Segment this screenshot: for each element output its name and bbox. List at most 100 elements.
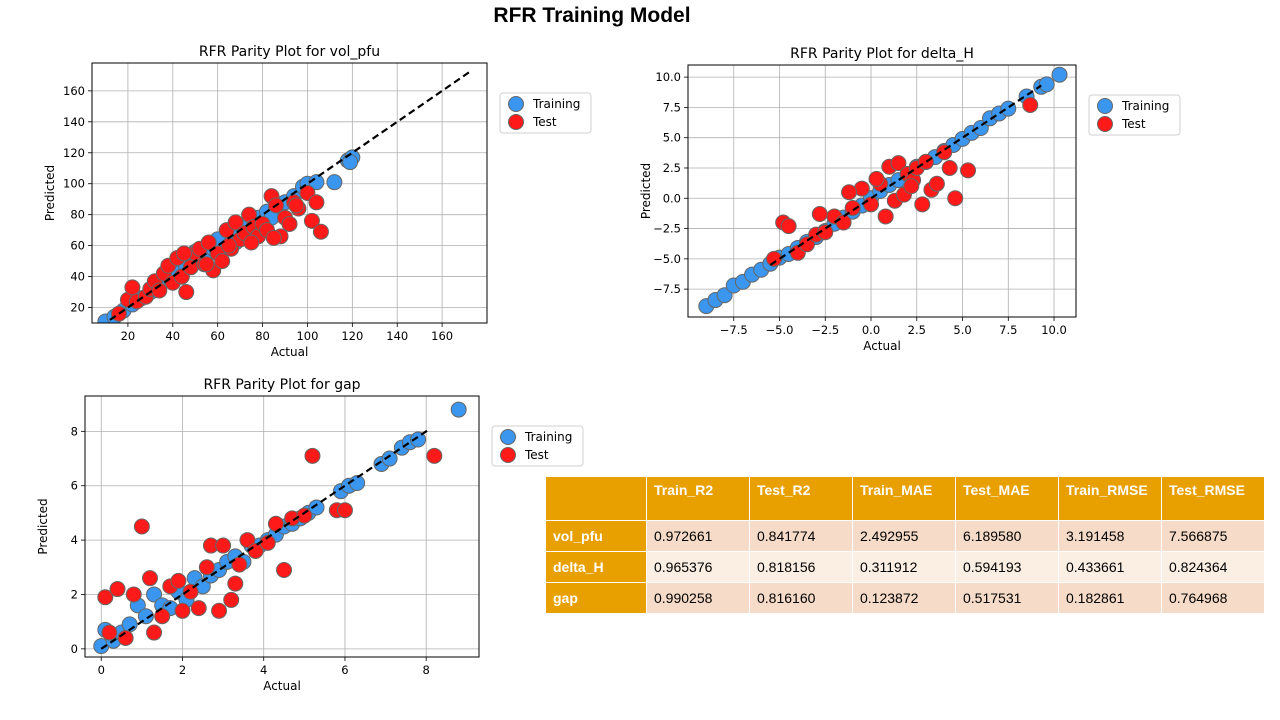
x-tick-label: 0 (98, 663, 105, 677)
identity-line (100, 427, 431, 650)
test-point (170, 572, 187, 589)
table-cell: 0.594193 (955, 551, 1059, 583)
test-point (303, 212, 320, 229)
test-point (877, 208, 894, 225)
chart-title: RFR Parity Plot for vol_pfu (199, 44, 380, 60)
legend-training-marker (500, 429, 516, 445)
y-tick-label: 5.0 (663, 131, 681, 145)
table-cell: 0.824364 (1161, 551, 1265, 583)
table-cell: 0.182861 (1058, 582, 1162, 614)
test-point (835, 214, 852, 231)
column-header: Test_RMSE (1161, 476, 1265, 521)
test-point (308, 194, 325, 211)
y-tick-label: 2.5 (663, 161, 681, 175)
test-point (960, 162, 977, 179)
legend-label: Training (1121, 99, 1169, 113)
test-point (267, 515, 284, 532)
column-header: Test_MAE (955, 476, 1059, 521)
table-cell: 3.191458 (1058, 520, 1162, 552)
training-point (137, 608, 154, 625)
table-cell: 0.123872 (852, 582, 956, 614)
y-axis-label: Predicted (43, 165, 57, 221)
legend-test-marker (1097, 116, 1113, 132)
test-point (817, 224, 834, 241)
test-point (214, 253, 231, 270)
table-cell: 7.566875 (1161, 520, 1265, 552)
test-point (868, 170, 885, 187)
x-tick-label: 100 (296, 329, 318, 343)
row-label: gap (545, 582, 647, 614)
y-tick-label: 140 (63, 115, 85, 129)
row-label: vol_pfu (545, 520, 647, 552)
x-tick-label: −5.0 (766, 323, 794, 337)
y-tick-label: −7.5 (653, 282, 681, 296)
legend-training-marker (1097, 98, 1113, 114)
test-point (312, 223, 329, 240)
test-point (182, 583, 199, 600)
legend-test-marker (500, 447, 516, 463)
column-header: Train_R2 (646, 476, 750, 521)
table-header-row: Train_R2 Test_R2 Train_MAE Test_MAE Trai… (545, 476, 1265, 521)
test-point (276, 562, 293, 578)
table-cell: 0.311912 (852, 551, 956, 583)
x-tick-label: 60 (210, 329, 225, 343)
training-point (381, 450, 398, 467)
test-point (239, 532, 256, 549)
x-tick-label: 120 (341, 329, 363, 343)
x-axis-label: Actual (863, 339, 901, 353)
page-title: RFR Training Model (493, 4, 691, 27)
table-cell: 0.517531 (955, 582, 1059, 614)
x-axis-label: Actual (271, 345, 309, 359)
y-tick-label: 0 (71, 642, 78, 656)
table-cell: 0.841774 (749, 520, 853, 552)
training-point (716, 287, 733, 304)
test-point (117, 629, 134, 646)
axes-frame (687, 64, 1077, 318)
test-point (109, 581, 126, 598)
identity-line (769, 84, 1042, 266)
table-cell: 6.189580 (955, 520, 1059, 552)
table-cell: 0.764968 (1161, 582, 1265, 614)
x-tick-label: −7.5 (720, 323, 748, 337)
plot-area (97, 71, 470, 323)
test-point (928, 175, 945, 192)
training-point (308, 499, 325, 516)
test-point (798, 236, 815, 253)
x-tick-label: 5.0 (953, 323, 971, 337)
x-tick-label: 40 (165, 329, 180, 343)
table-cell: 0.818156 (749, 551, 853, 583)
test-point (200, 234, 217, 251)
test-point (766, 250, 783, 267)
test-point (281, 215, 298, 232)
plot-area (93, 401, 467, 655)
legend-test-marker (508, 114, 524, 130)
test-point (151, 282, 168, 299)
legend-label: Test (532, 115, 557, 129)
legend-label: Training (532, 97, 580, 111)
x-tick-label: 8 (423, 663, 430, 677)
training-point (326, 174, 343, 191)
chart-title: RFR Parity Plot for gap (203, 377, 360, 393)
table-corner-cell (545, 476, 647, 521)
y-tick-label: −2.5 (653, 222, 681, 236)
training-point (146, 586, 163, 603)
x-tick-label: 160 (431, 329, 453, 343)
axes-frame (84, 395, 480, 658)
x-tick-label: 6 (341, 663, 348, 677)
y-tick-label: 8 (71, 424, 78, 438)
y-tick-label: 120 (63, 146, 85, 160)
y-tick-label: 2 (71, 587, 78, 601)
test-point (917, 153, 934, 170)
table-cell: 2.492955 (852, 520, 956, 552)
table-row: gap 0.990258 0.816160 0.123872 0.517531 … (545, 582, 1265, 614)
legend-label: Training (524, 430, 572, 444)
column-header: Test_R2 (749, 476, 853, 521)
test-point (903, 178, 920, 195)
test-point (178, 284, 195, 301)
parity-plot-delta-h: −7.5 −5.0 −2.5 0.0 2.5 5.0 7.5 10.0 −7.5 −5.0 −2.5… (639, 46, 1181, 353)
test-point (227, 214, 244, 231)
column-header: Train_MAE (852, 476, 956, 521)
y-axis-label: Predicted (639, 163, 653, 219)
table-row: vol_pfu 0.972661 0.841774 2.492955 6.189… (545, 520, 1265, 552)
test-point (211, 602, 228, 619)
